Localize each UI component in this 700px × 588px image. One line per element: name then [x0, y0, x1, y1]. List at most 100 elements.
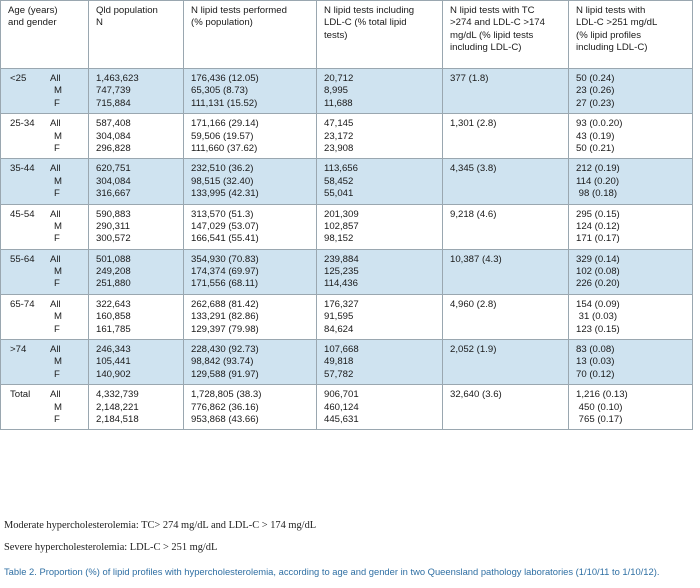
cell-value: 176,327: [324, 298, 359, 310]
cell-value: 232,510 (36.2): [191, 163, 254, 175]
gender-label: M: [54, 311, 62, 323]
age-group-label: >74: [10, 344, 27, 356]
cell-population: 587,408 304,084 296,828: [88, 113, 184, 160]
gender-label: F: [54, 413, 60, 425]
cell-value: 590,883: [96, 208, 131, 220]
cell-value: 49,818: [324, 356, 354, 368]
cell-age-gender: Total All M F: [0, 384, 89, 431]
cell-value: 98,515 (32.40): [191, 175, 254, 187]
cell-population: 246,343 105,441 140,902: [88, 339, 184, 386]
cell-value: 239,884: [324, 253, 359, 265]
cell-tests-moderate: 1,301 (2.8): [442, 113, 569, 160]
cell-value: 9,218 (4.6): [450, 208, 497, 220]
cell-value: 13 (0.03): [576, 356, 615, 368]
cell-age-gender: <25 All M F: [0, 67, 89, 115]
cell-value: 4,345 (3.8): [450, 163, 497, 175]
gender-label: M: [54, 130, 62, 142]
cell-tests-performed: 313,570 (51.3) 147,029 (53.07) 166,541 (55…: [183, 203, 317, 250]
cell-value: [450, 402, 564, 414]
cell-age-gender: 35-44 All M F: [0, 158, 89, 205]
cell-value: 113,656: [324, 163, 358, 175]
gender-label: F: [54, 323, 60, 335]
cell-value: 316,667: [96, 188, 131, 200]
cell-population: 1,463,623 747,739 715,884: [88, 67, 184, 115]
cell-value: [450, 221, 564, 233]
cell-value: 161,785: [96, 323, 131, 335]
cell-value: 2,184,518: [96, 413, 139, 425]
cell-value: 1,216 (0.13): [576, 389, 628, 401]
cell-value: 111,660 (37.62): [191, 142, 258, 154]
gender-label: F: [54, 368, 60, 380]
cell-population: 322,643 160,858 161,785: [88, 293, 184, 341]
gender-label: F: [54, 278, 60, 290]
cell-age-gender: 25-34 All M F: [0, 113, 89, 160]
cell-value: 23,908: [324, 142, 354, 154]
header-row: Age (years) and gender Qld population N …: [0, 0, 693, 69]
cell-value: 124 (0.12): [576, 220, 620, 232]
cell-value: 50 (0.21): [576, 142, 615, 154]
table-row: Total All M F 4,332,739 2,148,221 2,184,518 1,7…: [0, 384, 693, 431]
cell-value: 1,463,623: [96, 73, 139, 84]
gender-label: M: [54, 220, 62, 232]
cell-value: 83 (0.08): [576, 344, 615, 356]
cell-tests-ldl: 176,327 91,595 84,624: [316, 293, 443, 341]
gender-label: M: [54, 356, 62, 368]
cell-value: 377 (1.8): [450, 73, 489, 84]
cell-tests-moderate: 9,218 (4.6): [442, 203, 569, 250]
cell-value: 262,688 (81.42): [191, 298, 259, 310]
cell-population: 620,751 304,084 316,667: [88, 158, 184, 205]
cell-value: [450, 143, 564, 155]
cell-value: 4,960 (2.8): [450, 298, 497, 310]
cell-value: 322,643: [96, 298, 131, 310]
age-group-label: 65-74: [10, 298, 35, 310]
cell-value: 31 (0.03): [576, 311, 618, 323]
cell-value: 176,436 (12.05): [191, 73, 259, 84]
cell-tests-ldl: 239,884 125,235 114,436: [316, 248, 443, 295]
cell-value: 55,041: [324, 188, 354, 200]
cell-value: 107,668: [324, 344, 359, 356]
cell-value: 11,688: [324, 97, 353, 109]
cell-value: 160,858: [96, 311, 131, 323]
cell-value: 98,842 (93.74): [191, 356, 254, 368]
cell-value: [450, 98, 564, 110]
cell-value: 329 (0.14): [576, 253, 620, 265]
cell-age-gender: 55-64 All M F: [0, 248, 89, 295]
cell-value: 43 (0.19): [576, 130, 615, 142]
gender-label: F: [54, 188, 60, 200]
cell-value: 620,751: [96, 163, 131, 175]
cell-value: 105,441: [96, 356, 131, 368]
cell-value: 129,588 (91.97): [191, 368, 259, 380]
cell-value: 715,884: [96, 97, 131, 109]
cell-value: 8,995: [324, 85, 349, 97]
cell-population: 590,883 290,311 300,572: [88, 203, 184, 250]
cell-tests-ldl: 201,309 102,857 98,152: [316, 203, 443, 250]
cell-value: 174,374 (69.97): [191, 266, 259, 278]
cell-value: 129,397 (79.98): [191, 323, 259, 335]
cell-value: 140,902: [96, 368, 131, 380]
cell-value: 300,572: [96, 233, 131, 245]
cell-value: 20,712: [324, 73, 354, 84]
cell-tests-moderate: 2,052 (1.9): [442, 339, 569, 386]
cell-value: 501,088: [96, 253, 131, 265]
table-row: 35-44 All M F 620,751 304,084 316,667 232,510 (…: [0, 158, 693, 205]
cell-value: 776,862 (36.16): [191, 401, 259, 413]
cell-value: 251,880: [96, 278, 131, 290]
cell-value: 23,172: [324, 130, 354, 142]
cell-value: 304,084: [96, 175, 131, 187]
age-group-label: 35-44: [10, 163, 35, 175]
cell-value: 70 (0.12): [576, 368, 615, 380]
cell-tests-moderate: 4,960 (2.8): [442, 293, 569, 341]
cell-value: 10,387 (4.3): [450, 253, 502, 265]
cell-value: 102 (0.08): [576, 266, 620, 278]
cell-value: 154 (0.09): [576, 298, 620, 310]
gender-label: All: [50, 73, 61, 84]
cell-tests-severe: 295 (0.15) 124 (0.12) 171 (0.17): [568, 203, 693, 250]
gender-label: F: [54, 233, 60, 245]
cell-value: 201,309: [324, 208, 359, 220]
gender-label: M: [54, 85, 62, 97]
cell-tests-performed: 354,930 (70.83) 174,374 (69.97) 171,556 (6…: [183, 248, 317, 295]
cell-value: 50 (0.24): [576, 73, 615, 84]
cell-value: 98,152: [324, 233, 354, 245]
age-group-label: <25: [10, 73, 27, 84]
cell-value: 4,332,739: [96, 389, 139, 401]
